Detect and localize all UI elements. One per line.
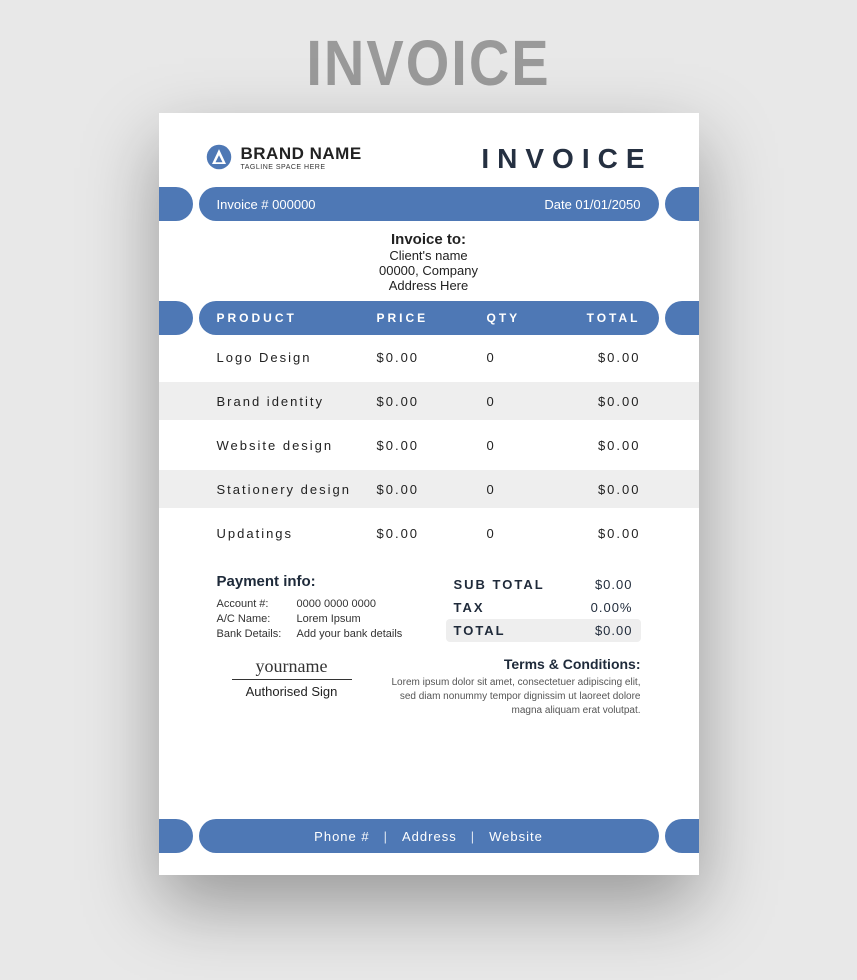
brand: BRAND NAME TAGLINE SPACE HERE [205,143,362,171]
table-row: Updatings$0.000$0.00 [159,511,699,555]
client-company: 00000, Company [159,263,699,278]
cell-product: Stationery design [217,482,377,497]
table-row: Brand identity$0.000$0.00 [159,379,699,423]
cell-price: $0.00 [377,482,487,497]
payment-value: Add your bank details [297,628,403,640]
table-row: Stationery design$0.000$0.00 [159,467,699,511]
cell-qty: 0 [487,526,567,541]
cell-product: Updatings [217,526,377,541]
signature-label: Authorised Sign [217,684,367,699]
subtotal-value: $0.00 [595,577,633,592]
cell-product: Website design [217,438,377,453]
totals: SUB TOTAL $0.00 TAX 0.00% TOTAL $0.00 [446,573,641,642]
cell-total: $0.00 [567,526,641,541]
cell-total: $0.00 [567,438,641,453]
footer-sep: | [384,829,388,844]
signature-block: yourname Authorised Sign [217,656,367,699]
cell-price: $0.00 [377,438,487,453]
table-row: Website design$0.000$0.00 [159,423,699,467]
footer-address: Address [402,829,457,844]
cell-qty: 0 [487,394,567,409]
footer-website: Website [489,829,543,844]
brand-tagline: TAGLINE SPACE HERE [241,164,362,171]
terms-title: Terms & Conditions: [387,656,641,672]
payment-value: 0000 0000 0000 [297,598,377,610]
cell-qty: 0 [487,350,567,365]
cell-price: $0.00 [377,526,487,541]
table-header: PRODUCT PRICE QTY TOTAL [159,301,699,335]
invoice-to: Invoice to: Client's name 00000, Company… [159,221,699,301]
footer-sep: | [471,829,475,844]
table-body: Logo Design$0.000$0.00Brand identity$0.0… [159,335,699,555]
logo-icon [205,143,233,171]
payment-row: Bank Details:Add your bank details [217,626,436,641]
cell-qty: 0 [487,438,567,453]
subtotal-label: SUB TOTAL [454,577,545,592]
col-product: PRODUCT [217,311,377,325]
document-title: INVOICE [481,143,652,175]
total-label: TOTAL [454,623,506,638]
cell-qty: 0 [487,482,567,497]
terms-body: Lorem ipsum dolor sit amet, consectetuer… [387,676,641,718]
brand-name: BRAND NAME [241,144,362,164]
table-row: Logo Design$0.000$0.00 [159,335,699,379]
page-title: INVOICE [0,0,857,100]
payment-title: Payment info: [217,573,436,590]
invoice-date: Date 01/01/2050 [544,197,640,212]
col-qty: QTY [487,311,567,325]
cell-total: $0.00 [567,350,641,365]
invoice-number: Invoice # 000000 [217,197,316,212]
payment-key: A/C Name: [217,613,297,625]
cell-product: Brand identity [217,394,377,409]
payment-key: Bank Details: [217,628,297,640]
cell-price: $0.00 [377,394,487,409]
col-total: TOTAL [567,311,641,325]
total-value: $0.00 [595,623,633,638]
tax-value: 0.00% [591,600,633,615]
payment-row: A/C Name:Lorem Ipsum [217,611,436,626]
info-bar: Invoice # 000000 Date 01/01/2050 [159,187,699,221]
payment-value: Lorem Ipsum [297,613,361,625]
invoice-to-title: Invoice to: [159,231,699,248]
terms: Terms & Conditions: Lorem ipsum dolor si… [387,656,641,718]
footer-phone: Phone # [314,829,369,844]
invoice-sheet: BRAND NAME TAGLINE SPACE HERE INVOICE In… [159,113,699,875]
payment-key: Account #: [217,598,297,610]
col-price: PRICE [377,311,487,325]
cell-total: $0.00 [567,482,641,497]
cell-price: $0.00 [377,350,487,365]
cell-product: Logo Design [217,350,377,365]
payment-row: Account #:0000 0000 0000 [217,596,436,611]
payment-info: Payment info: Account #:0000 0000 0000A/… [217,573,436,642]
header: BRAND NAME TAGLINE SPACE HERE INVOICE [159,113,699,187]
client-address: Address Here [159,278,699,293]
client-name: Client's name [159,248,699,263]
cell-total: $0.00 [567,394,641,409]
signature-name: yourname [232,656,352,680]
footer-bar: Phone # | Address | Website [159,819,699,853]
tax-label: TAX [454,600,485,615]
